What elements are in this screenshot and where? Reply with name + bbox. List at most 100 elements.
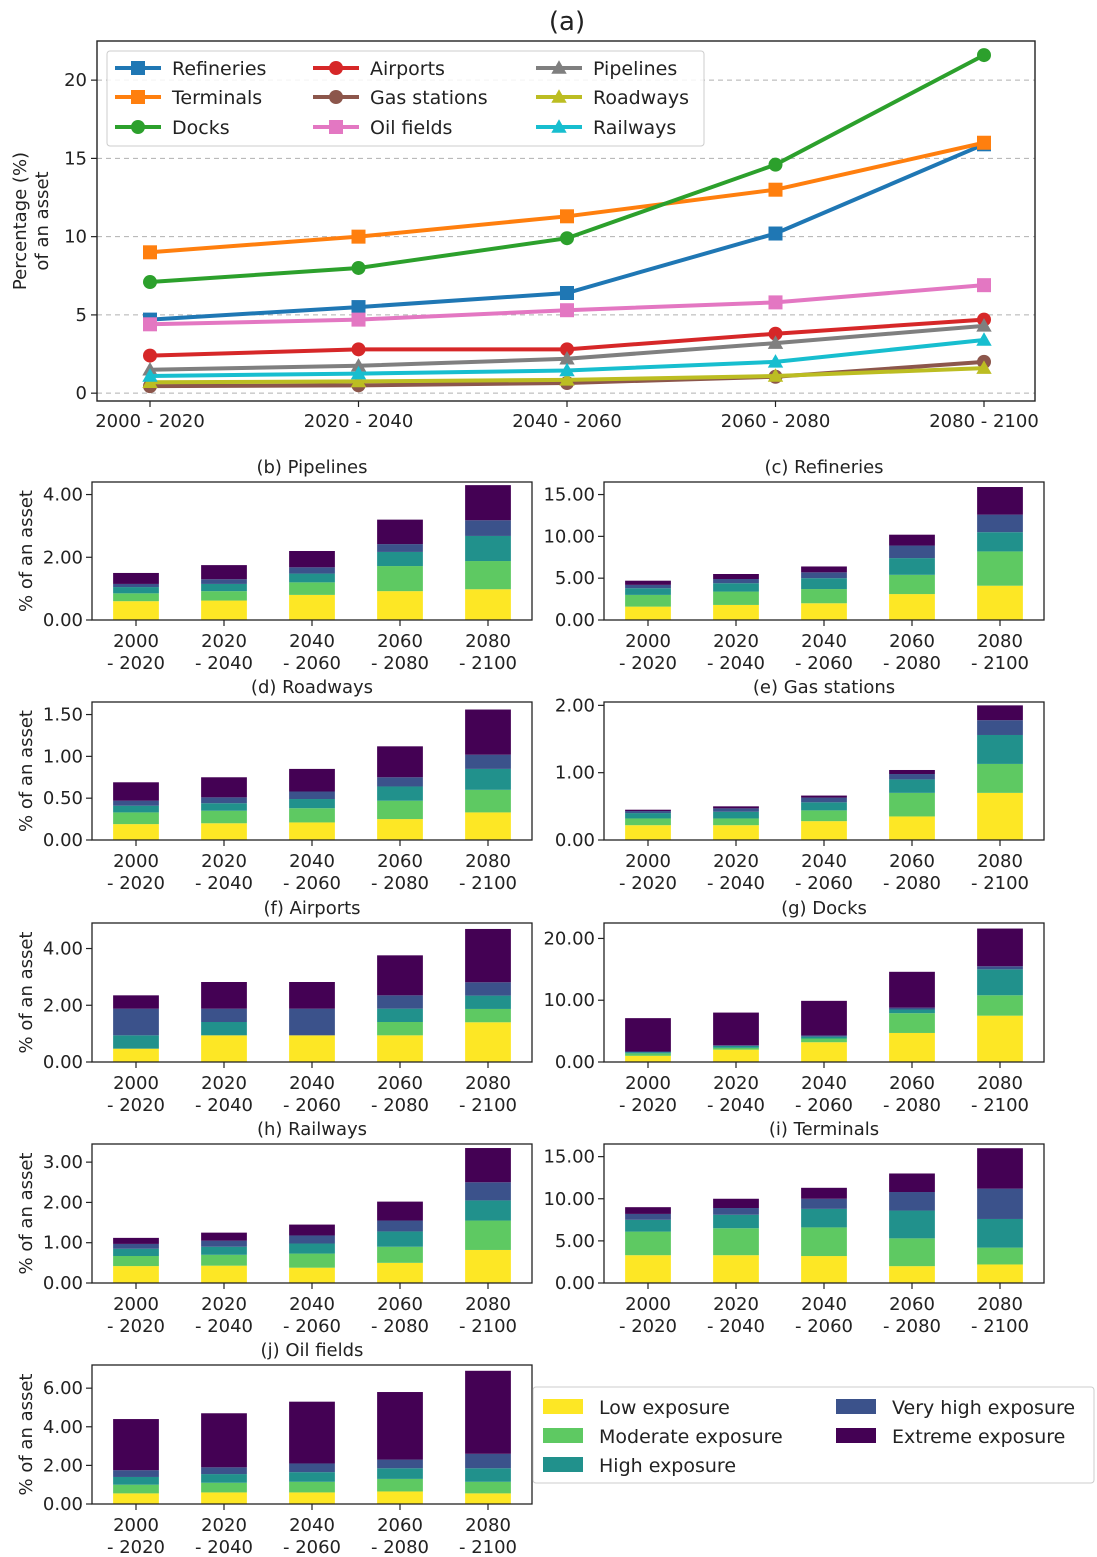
x-tick-label-line: 2000 bbox=[113, 851, 159, 872]
bar-segment bbox=[113, 1256, 159, 1267]
bar-segment bbox=[113, 800, 159, 806]
x-tick-label: 2060- 2080 bbox=[371, 1294, 429, 1337]
bar-segment bbox=[377, 551, 423, 567]
y-tick-label: 10.00 bbox=[543, 526, 595, 547]
x-tick-label: 2020- 2040 bbox=[195, 1073, 253, 1116]
x-tick-label-line: - 2040 bbox=[707, 1316, 765, 1337]
bar-segment bbox=[889, 1013, 935, 1033]
x-tick-label-line: 2000 bbox=[625, 851, 671, 872]
bar-segment bbox=[113, 1048, 159, 1062]
x-tick-label-line: - 2020 bbox=[619, 873, 677, 894]
legend-label: Very high exposure bbox=[892, 1397, 1075, 1419]
bar-segment bbox=[289, 1267, 335, 1283]
bar-segment bbox=[113, 1419, 159, 1471]
x-tick-label-line: 2000 bbox=[113, 631, 159, 652]
panel-title: (b) Pipelines bbox=[256, 457, 367, 478]
y-axis-label: % of an asset bbox=[16, 1374, 37, 1496]
bar-segment bbox=[465, 1022, 511, 1062]
y-tick-label: 4.00 bbox=[43, 939, 83, 960]
panel-title: (g) Docks bbox=[781, 898, 867, 919]
y-tick-label: 1.00 bbox=[555, 763, 595, 784]
legend-label: Low exposure bbox=[599, 1397, 730, 1419]
y-axis-label: % of an asset bbox=[16, 1153, 37, 1275]
bar-segment bbox=[289, 982, 335, 1009]
data-point bbox=[351, 300, 366, 315]
data-point bbox=[560, 286, 574, 300]
y-axis-label-text: % of an asset bbox=[16, 490, 37, 612]
bar-segment bbox=[289, 1401, 335, 1464]
line-chart-a: (a) 0 5 10 15 20 2000 - 2020 2020 - 2040 2040 - … bbox=[10, 7, 1039, 432]
x-tick-label: 2080- 2100 bbox=[459, 1294, 517, 1337]
bar-segment bbox=[889, 1238, 935, 1267]
bar-segment bbox=[113, 1243, 159, 1249]
x-tick-label: 2060- 2080 bbox=[883, 1294, 941, 1337]
bar-segment bbox=[801, 1038, 847, 1043]
legend-swatch bbox=[543, 1457, 583, 1472]
bar-segment bbox=[465, 561, 511, 590]
bar-segment bbox=[113, 1266, 159, 1283]
bar-segment bbox=[889, 792, 935, 817]
y-axis-label: % of an asset bbox=[16, 932, 37, 1054]
x-tick-label-line: - 2020 bbox=[107, 1095, 165, 1116]
x-tick-label-line: 2040 bbox=[801, 631, 847, 652]
bar-segment bbox=[801, 1256, 847, 1283]
data-point bbox=[143, 348, 157, 363]
bar-segment bbox=[977, 487, 1023, 515]
data-point bbox=[351, 260, 366, 275]
y-tick-label: 5.00 bbox=[555, 1231, 595, 1252]
bar-segment bbox=[801, 1187, 847, 1199]
x-tick-label: 2080- 2100 bbox=[971, 631, 1029, 674]
bar-segment bbox=[113, 1493, 159, 1504]
data-point bbox=[350, 358, 367, 372]
x-tick-label-line: 2020 bbox=[201, 1294, 247, 1315]
x-tick-label: 2040- 2060 bbox=[795, 1073, 853, 1116]
x-tick-label: 2060 - 2080 bbox=[721, 411, 831, 432]
plot-frame bbox=[96, 40, 1036, 402]
data-point bbox=[351, 312, 366, 327]
x-tick-label: 2040- 2060 bbox=[283, 631, 341, 674]
bar-segment bbox=[465, 520, 511, 536]
x-tick-label-line: - 2060 bbox=[283, 1537, 341, 1557]
x-tick-label-line: 2060 bbox=[377, 1073, 423, 1094]
bar-segment bbox=[977, 734, 1023, 764]
x-tick-label: 2000- 2020 bbox=[619, 1073, 677, 1116]
bar-segment bbox=[977, 585, 1023, 620]
bar-segment bbox=[889, 769, 935, 775]
data-point bbox=[976, 360, 992, 374]
x-tick-label: 2020- 2040 bbox=[707, 1073, 765, 1116]
x-tick-label: 2060- 2080 bbox=[883, 631, 941, 674]
y-tick-label: 0.00 bbox=[43, 1494, 83, 1515]
bar-segment bbox=[289, 791, 335, 800]
bar-segment bbox=[465, 995, 511, 1009]
bar-segment bbox=[465, 1182, 511, 1201]
data-point bbox=[976, 332, 992, 346]
bar-segment bbox=[625, 1018, 671, 1052]
bar-segment bbox=[201, 823, 247, 840]
bar-segment bbox=[713, 825, 759, 840]
x-tick-label-line: 2020 bbox=[201, 851, 247, 872]
bar-segment bbox=[465, 1200, 511, 1221]
bar-segment bbox=[625, 606, 671, 620]
x-tick-label-line: 2000 bbox=[625, 631, 671, 652]
legend-label: Terminals bbox=[171, 87, 262, 109]
bar-segment bbox=[377, 1231, 423, 1247]
legend-swatch bbox=[543, 1399, 583, 1414]
bar-segment bbox=[625, 1051, 671, 1053]
x-tick-label-line: 2040 bbox=[801, 1073, 847, 1094]
data-point bbox=[350, 365, 367, 380]
bar-segment bbox=[801, 1035, 847, 1037]
x-tick-label-line: 2040 bbox=[801, 851, 847, 872]
x-tick-label-line: 2060 bbox=[889, 1294, 935, 1315]
bar-segment bbox=[625, 825, 671, 840]
bar-segment bbox=[113, 601, 159, 620]
x-tick-label-line: 2060 bbox=[889, 1073, 935, 1094]
y-axis-label-text: % of an asset bbox=[16, 1374, 37, 1496]
bar-segment bbox=[713, 1198, 759, 1209]
bar-segment bbox=[977, 514, 1023, 533]
bar-segment bbox=[377, 777, 423, 787]
bar-segment bbox=[113, 572, 159, 584]
bar-segment bbox=[889, 1007, 935, 1010]
bar-segment bbox=[713, 1214, 759, 1229]
x-tick-label-line: - 2040 bbox=[707, 873, 765, 894]
